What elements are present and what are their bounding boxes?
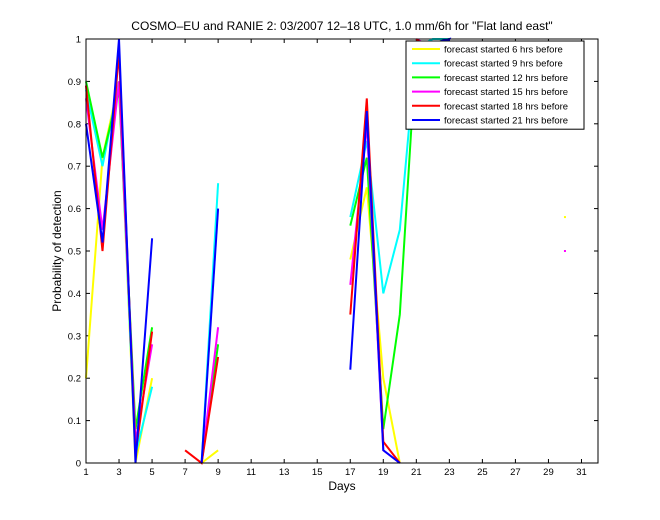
legend-label: forecast started 18 hrs before (444, 101, 568, 112)
y-tick-label: 0.5 (68, 247, 81, 258)
chart-title: COSMO–EU and RANIE 2: 03/2007 12–18 UTC,… (131, 19, 552, 33)
legend-entry: forecast started 9 hrs before (412, 59, 563, 70)
x-tick-label: 13 (279, 467, 290, 478)
series-layer (85, 37, 566, 465)
data-point (563, 216, 566, 219)
legend-label: forecast started 9 hrs before (444, 59, 563, 70)
y-tick-label: 0.2 (68, 374, 81, 385)
legend-label: forecast started 12 hrs before (444, 73, 568, 84)
x-tick-label: 23 (444, 467, 455, 478)
legend: forecast started 6 hrs before forecast st… (405, 40, 585, 130)
y-tick-label: 1 (76, 35, 81, 46)
series-line (200, 449, 219, 464)
legend-entry: forecast started 6 hrs before (412, 45, 563, 56)
y-tick-label: 0.8 (68, 119, 81, 130)
series-line (200, 208, 220, 464)
y-axis-label: Probability of detection (50, 190, 64, 311)
y-tick-label: 0 (76, 459, 81, 470)
y-tick-label: 0.4 (68, 289, 81, 300)
x-axis-label: Days (328, 479, 355, 493)
y-tick-label: 0.1 (68, 416, 81, 427)
x-tick-label: 9 (215, 467, 220, 478)
x-tick-label: 3 (116, 467, 121, 478)
legend-label: forecast started 6 hrs before (444, 45, 563, 56)
x-tick-label: 31 (576, 467, 587, 478)
legend-label: forecast started 15 hrs before (444, 87, 568, 98)
ticks-layer: 1 3 5 7 9 11 13 15 17 19 21 23 25 27 29 3100.10.20.30.4… (68, 35, 598, 478)
x-tick-label: 29 (543, 467, 554, 478)
legend-entry: forecast started 18 hrs before (412, 101, 568, 112)
x-tick-label: 15 (312, 467, 323, 478)
legend-box (405, 40, 585, 130)
legend-label: forecast started 21 hrs before (444, 116, 568, 127)
x-tick-label: 17 (345, 467, 356, 478)
x-tick-label: 7 (182, 467, 187, 478)
x-tick-label: 5 (149, 467, 154, 478)
legend-entry: forecast started 12 hrs before (412, 73, 568, 84)
legend-entry: forecast started 21 hrs before (412, 116, 568, 127)
legend-entry: forecast started 15 hrs before (412, 87, 568, 98)
x-tick-label: 11 (246, 467, 256, 478)
plot-frame (85, 38, 599, 464)
y-tick-label: 0.3 (68, 331, 81, 342)
x-tick-label: 27 (510, 467, 521, 478)
data-point (563, 250, 566, 252)
x-tick-label: 21 (411, 467, 422, 478)
series-line (349, 111, 401, 464)
x-tick-label: 1 (83, 467, 88, 478)
y-tick-label: 0.6 (68, 204, 81, 215)
y-tick-label: 0.9 (68, 77, 81, 88)
x-tick-label: 19 (378, 467, 389, 478)
y-tick-label: 0.7 (68, 162, 81, 173)
x-tick-label: 25 (477, 467, 488, 478)
